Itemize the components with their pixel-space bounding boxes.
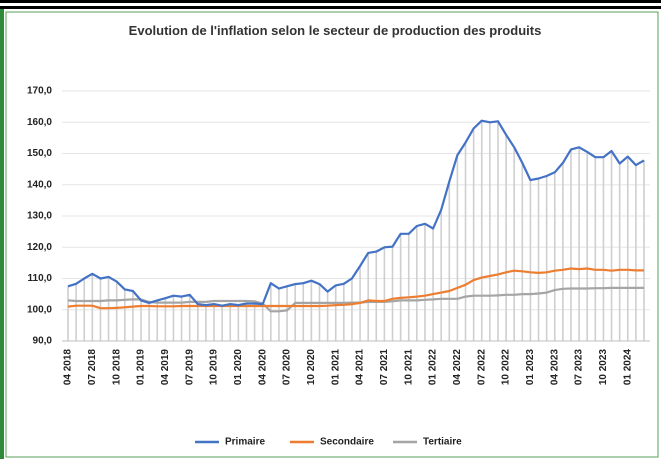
y-tick-label: 160,0 — [27, 117, 52, 128]
series-line — [67, 286, 644, 313]
x-tick-label: 10 2020 — [306, 349, 317, 386]
x-tick-label: 10 2019 — [209, 349, 220, 386]
plot: 90,0 100,0 110,0 120,0 130,0 140,0 150,0 160,0 1… — [27, 86, 650, 448]
chart-border — [5, 11, 659, 458]
x-tick-label: 04 2022 — [452, 349, 463, 386]
y-tick-label: 90,0 — [33, 336, 53, 347]
chart-title: Evolution de l'inflation selon le secteu… — [128, 23, 542, 38]
y-tick-label: 130,0 — [27, 211, 52, 222]
x-tick-label: 07 2018 — [87, 349, 98, 386]
legend-label: Secondaire — [320, 437, 374, 448]
x-tick-label: 01 2023 — [525, 349, 536, 386]
x-tick-label: 01 2022 — [428, 349, 439, 386]
x-tick-label: 01 2024 — [622, 349, 633, 386]
frame-top — [0, 0, 661, 3]
y-tick-label: 110,0 — [28, 273, 53, 284]
y-tick-label: 100,0 — [27, 304, 52, 315]
x-tick-label: 10 2018 — [111, 349, 122, 386]
x-tick-label: 01 2020 — [233, 349, 244, 386]
legend-label: Primaire — [225, 437, 265, 448]
x-tick-label: 04 2023 — [549, 349, 560, 386]
x-tick-label: 07 2021 — [379, 349, 390, 386]
series-line — [67, 119, 645, 307]
y-tick-label: 150,0 — [27, 148, 52, 159]
x-tick-label: 04 2020 — [257, 349, 268, 386]
x-tick-label: 01 2021 — [330, 349, 341, 386]
x-tick-label: 04 2018 — [63, 349, 74, 386]
x-tick-label: 07 2019 — [184, 349, 195, 386]
x-tick-label: 10 2021 — [403, 349, 414, 386]
x-tick-label: 10 2022 — [501, 349, 512, 386]
x-tick-label: 04 2019 — [160, 349, 171, 386]
x-tick-label: 07 2022 — [476, 349, 487, 386]
x-tick-label: 07 2023 — [574, 349, 585, 386]
x-tick-label: 04 2021 — [355, 349, 366, 386]
y-tick-label: 170,0 — [27, 86, 52, 97]
legend-label: Tertiaire — [423, 437, 462, 448]
y-tick-label: 140,0 — [27, 179, 52, 190]
series-line — [67, 267, 644, 310]
frame-left — [0, 9, 4, 459]
x-tick-label: 01 2019 — [136, 349, 147, 386]
frame-top-inner — [0, 6, 661, 9]
x-tick-label: 10 2023 — [598, 349, 609, 386]
x-tick-label: 07 2020 — [282, 349, 293, 386]
y-tick-label: 120,0 — [27, 242, 52, 253]
